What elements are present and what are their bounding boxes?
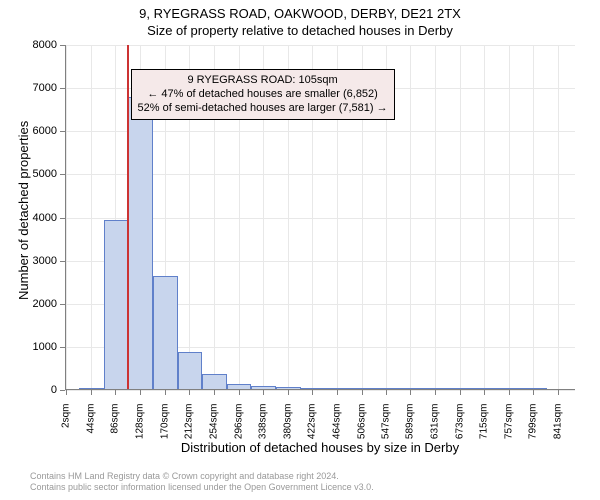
x-tick-mark [312, 390, 313, 395]
x-tick-mark [189, 390, 190, 395]
property-marker-line [127, 45, 129, 390]
y-tick-mark [60, 88, 65, 89]
y-tick-mark [60, 174, 65, 175]
x-tick-mark [337, 390, 338, 395]
x-tick-label: 170sqm [159, 404, 170, 464]
y-tick-label: 4000 [17, 212, 57, 224]
grid-line-h [65, 390, 575, 391]
x-tick-label: 422sqm [307, 404, 318, 464]
x-tick-mark [165, 390, 166, 395]
chart-container: 9, RYEGRASS ROAD, OAKWOOD, DERBY, DE21 2… [0, 0, 600, 500]
grid-line-v [435, 45, 436, 390]
x-tick-mark [214, 390, 215, 395]
x-tick-mark [484, 390, 485, 395]
x-tick-label: 86sqm [110, 404, 121, 464]
x-tick-label: 631sqm [429, 404, 440, 464]
x-tick-label: 464sqm [332, 404, 343, 464]
x-tick-mark [362, 390, 363, 395]
x-tick-label: 841sqm [553, 404, 564, 464]
x-tick-mark [386, 390, 387, 395]
y-tick-label: 3000 [17, 255, 57, 267]
grid-line-v [410, 45, 411, 390]
x-tick-label: 338sqm [258, 404, 269, 464]
x-tick-mark [558, 390, 559, 395]
chart-title-sub: Size of property relative to detached ho… [0, 21, 600, 38]
grid-line-v [460, 45, 461, 390]
grid-line-v [533, 45, 534, 390]
y-tick-mark [60, 131, 65, 132]
annotation-line-3: 52% of semi-detached houses are larger (… [138, 101, 388, 115]
y-tick-mark [60, 261, 65, 262]
x-tick-label: 547sqm [380, 404, 391, 464]
attribution-line-2: Contains public sector information licen… [30, 482, 374, 494]
x-tick-mark [239, 390, 240, 395]
plot-area: 9 RYEGRASS ROAD: 105sqm← 47% of detached… [65, 45, 575, 390]
x-tick-mark [288, 390, 289, 395]
y-axis-label: Number of detached properties [16, 121, 31, 300]
x-tick-mark [66, 390, 67, 395]
annotation-line-2: ← 47% of detached houses are smaller (6,… [138, 87, 388, 101]
x-tick-label: 380sqm [282, 404, 293, 464]
attribution-line-1: Contains HM Land Registry data © Crown c… [30, 471, 374, 483]
histogram-bar [104, 220, 129, 390]
x-tick-mark [410, 390, 411, 395]
y-tick-label: 0 [17, 384, 57, 396]
grid-line-v [484, 45, 485, 390]
histogram-bar [202, 374, 227, 390]
grid-line-v [91, 45, 92, 390]
x-tick-mark [91, 390, 92, 395]
annotation-box: 9 RYEGRASS ROAD: 105sqm← 47% of detached… [131, 69, 395, 120]
y-axis-line [65, 45, 66, 390]
x-tick-mark [140, 390, 141, 395]
grid-line-v [509, 45, 510, 390]
x-tick-label: 715sqm [479, 404, 490, 464]
x-tick-mark [460, 390, 461, 395]
x-tick-label: 589sqm [405, 404, 416, 464]
grid-line-h [65, 45, 575, 46]
histogram-bar [128, 97, 153, 390]
x-tick-label: 254sqm [208, 404, 219, 464]
x-tick-mark [533, 390, 534, 395]
x-tick-mark [435, 390, 436, 395]
y-tick-label: 5000 [17, 168, 57, 180]
x-tick-mark [115, 390, 116, 395]
x-tick-label: 128sqm [135, 404, 146, 464]
x-tick-label: 2sqm [61, 404, 72, 464]
x-tick-label: 296sqm [233, 404, 244, 464]
y-tick-label: 7000 [17, 82, 57, 94]
x-tick-label: 212sqm [184, 404, 195, 464]
y-tick-label: 6000 [17, 125, 57, 137]
y-tick-mark [60, 347, 65, 348]
attribution-text: Contains HM Land Registry data © Crown c… [30, 471, 374, 494]
grid-line-v [558, 45, 559, 390]
y-tick-mark [60, 304, 65, 305]
x-tick-mark [509, 390, 510, 395]
y-tick-mark [60, 45, 65, 46]
grid-line-v [66, 45, 67, 390]
x-tick-label: 673sqm [454, 404, 465, 464]
x-tick-label: 757sqm [503, 404, 514, 464]
x-tick-label: 44sqm [85, 404, 96, 464]
x-tick-label: 506sqm [356, 404, 367, 464]
y-tick-mark [60, 390, 65, 391]
y-tick-label: 1000 [17, 341, 57, 353]
histogram-bar [153, 276, 178, 390]
histogram-bar [178, 352, 203, 390]
annotation-line-1: 9 RYEGRASS ROAD: 105sqm [138, 73, 388, 87]
x-tick-mark [263, 390, 264, 395]
x-axis-line [65, 389, 575, 390]
y-tick-label: 2000 [17, 298, 57, 310]
chart-title-main: 9, RYEGRASS ROAD, OAKWOOD, DERBY, DE21 2… [0, 0, 600, 21]
x-tick-label: 799sqm [528, 404, 539, 464]
y-tick-label: 8000 [17, 39, 57, 51]
y-tick-mark [60, 218, 65, 219]
